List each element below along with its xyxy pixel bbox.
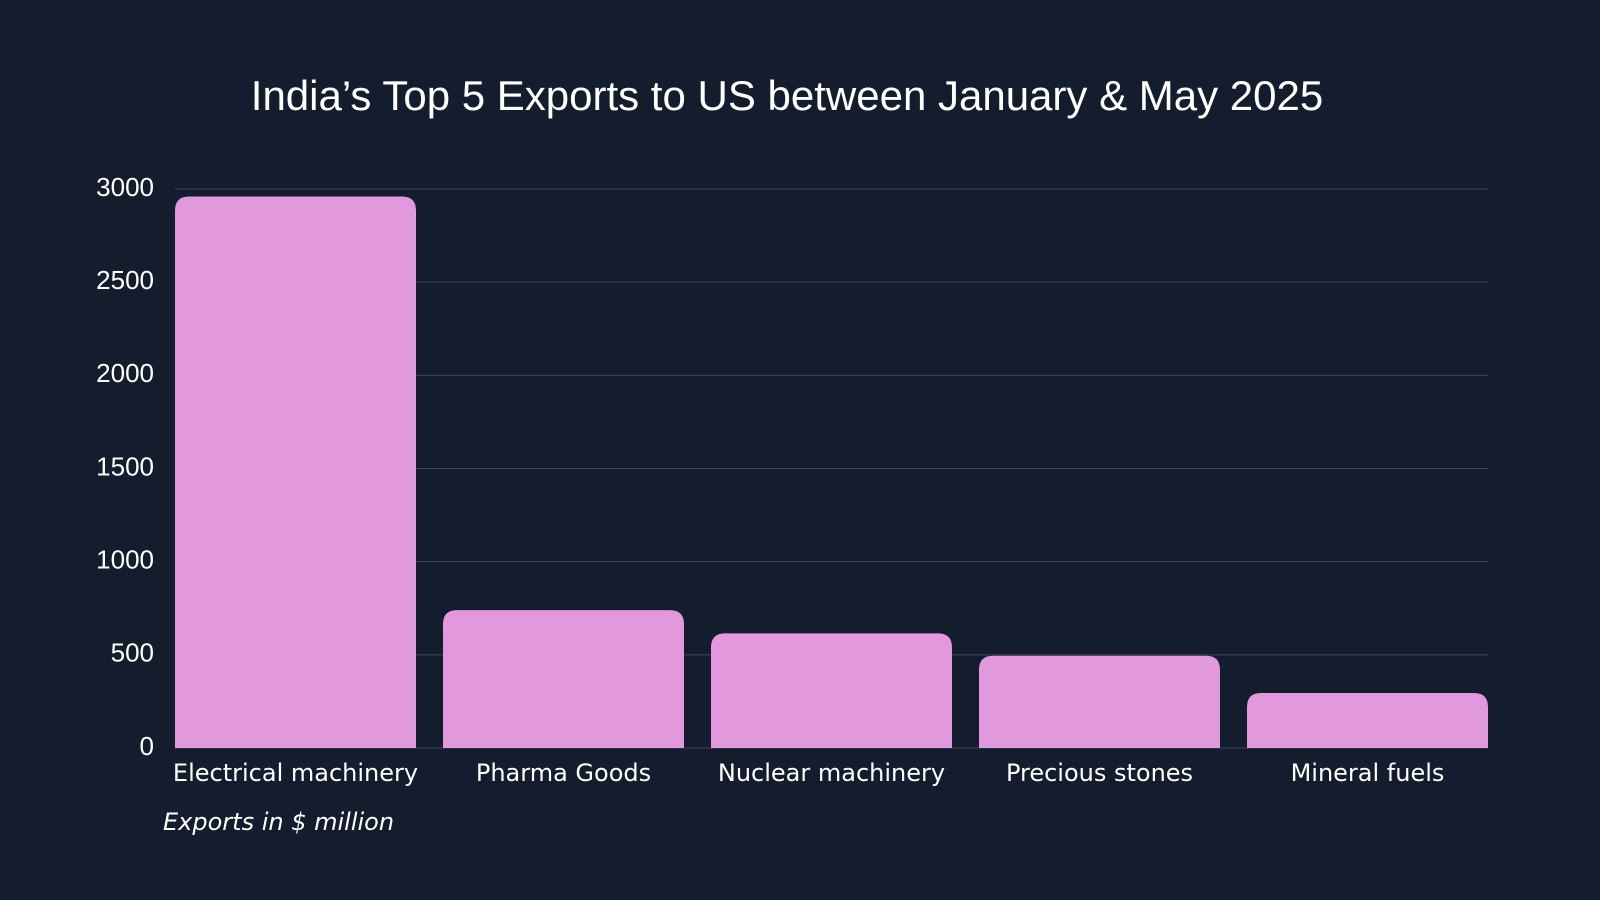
x-category-label: Precious stones	[1006, 759, 1193, 787]
x-category-label: Mineral fuels	[1291, 759, 1445, 787]
y-tick-label: 1000	[96, 545, 154, 575]
chart-footnote: Exports in $ million	[163, 808, 395, 836]
bar-precious-stones	[979, 655, 1220, 748]
y-tick-label: 0	[140, 731, 154, 761]
x-category-label: Pharma Goods	[476, 759, 651, 787]
y-tick-label: 2500	[96, 265, 154, 295]
bar-electrical-machinery	[175, 196, 416, 748]
chart-title: India’s Top 5 Exports to US between Janu…	[250, 72, 1324, 119]
y-tick-label: 500	[111, 638, 154, 668]
x-category-label: Nuclear machinery	[718, 759, 945, 787]
bar-mineral-fuels	[1247, 693, 1488, 748]
bar-nuclear-machinery	[711, 633, 952, 748]
x-category-label: Electrical machinery	[173, 759, 418, 787]
y-tick-label: 2000	[96, 358, 154, 388]
y-tick-label: 3000	[96, 172, 154, 202]
y-tick-label: 1500	[96, 451, 154, 481]
bar-pharma-goods	[443, 610, 684, 748]
